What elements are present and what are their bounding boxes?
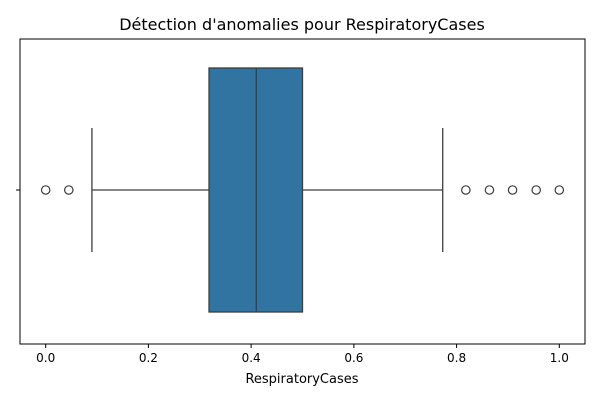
plot-area-frame [19, 38, 586, 345]
x-tick-label: 0.4 [242, 351, 261, 365]
x-axis-label: RespiratoryCases [245, 372, 358, 387]
x-tick-label: 0.6 [344, 351, 363, 365]
x-tick-label: 1.0 [550, 351, 569, 365]
x-axis-ticks: 0.0 0.2 0.4 0.6 0.8 1.0 [36, 344, 569, 365]
outlier-point [484, 185, 495, 195]
outlier-point [40, 185, 51, 195]
chart-title: Détection d'anomalies pour RespiratoryCa… [119, 15, 485, 34]
outlier-point [63, 185, 74, 195]
x-tick-label: 0.0 [36, 351, 55, 365]
outlier-point [507, 185, 518, 195]
outlier-point [531, 185, 542, 195]
outlier-points [40, 185, 565, 195]
outlier-point [554, 185, 565, 195]
outlier-point [461, 185, 471, 195]
box-plot [91, 67, 444, 313]
x-tick-label: 0.8 [447, 351, 466, 365]
x-tick-label: 0.2 [139, 351, 158, 365]
